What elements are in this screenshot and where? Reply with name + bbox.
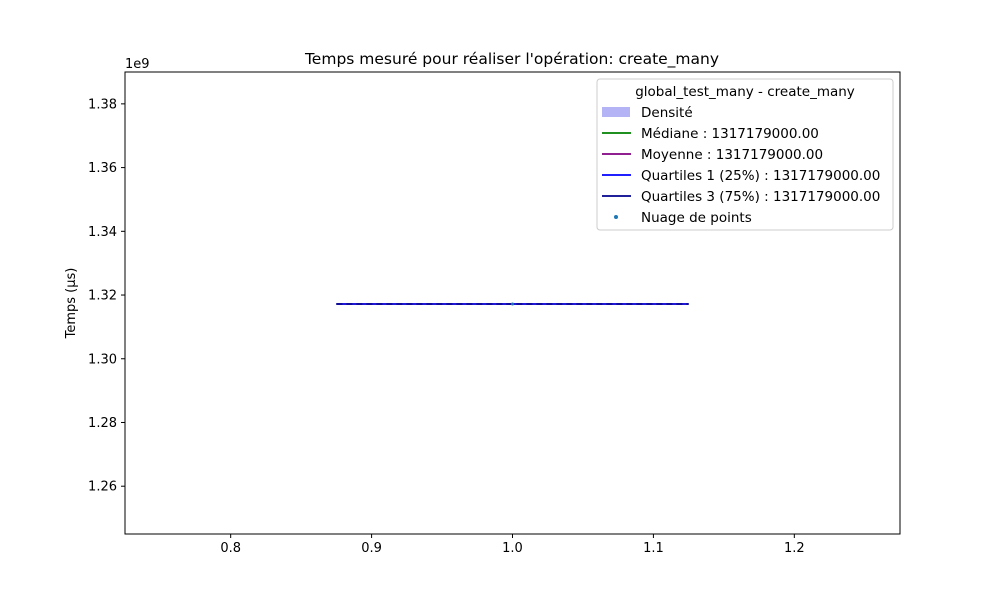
legend-swatch-marker — [614, 215, 618, 219]
y-tick-label: 1.38 — [88, 97, 117, 112]
y-tick-label: 1.32 — [88, 289, 117, 304]
y-tick-label: 1.26 — [88, 480, 117, 495]
y-tick-label: 1.34 — [88, 225, 117, 240]
legend-label: Quartiles 1 (25%) : 1317179000.00 — [641, 168, 880, 184]
x-tick-label: 1.1 — [643, 541, 664, 556]
legend-label: Médiane : 1317179000.00 — [641, 126, 819, 142]
legend-label: Moyenne : 1317179000.00 — [641, 147, 823, 163]
legend-swatch-patch — [602, 107, 630, 117]
legend-entry: Quartiles 3 (75%) : 1317179000.00 — [602, 189, 880, 205]
x-axis-ticks: 0.8 0.9 1.0 1.1 1.2 — [220, 534, 805, 556]
chart-title: Temps mesuré pour réaliser l'opération: … — [304, 50, 719, 69]
scatter-point — [511, 302, 514, 306]
legend-entry: Quartiles 1 (25%) : 1317179000.00 — [602, 168, 880, 184]
legend: global_test_many - create_many Densité Mé… — [596, 78, 894, 231]
legend-entry: Densité — [602, 105, 693, 121]
legend-entry: Nuage de points — [614, 210, 752, 226]
x-tick-label: 1.0 — [502, 541, 523, 556]
legend-entry: Moyenne : 1317179000.00 — [602, 147, 823, 163]
legend-label: Nuage de points — [641, 210, 752, 226]
y-axis-offset-label: 1e9 — [125, 57, 150, 72]
plot-frame — [124, 71, 901, 535]
x-tick-label: 0.8 — [220, 541, 241, 556]
y-axis-ticks: 1.26 1.28 1.30 1.32 1.34 1.36 1.38 — [88, 97, 125, 495]
legend-label: Densité — [641, 105, 693, 121]
plot-marks — [336, 302, 689, 306]
y-axis-label: Temps (µs) — [64, 268, 79, 340]
y-tick-label: 1.30 — [88, 352, 117, 367]
legend-title: global_test_many - create_many — [635, 84, 855, 100]
legend-label: Quartiles 3 (75%) : 1317179000.00 — [641, 189, 880, 205]
legend-entry: Médiane : 1317179000.00 — [602, 126, 819, 142]
x-tick-label: 1.2 — [784, 541, 805, 556]
legend-entries: Densité Médiane : 1317179000.00 Moyenne : … — [602, 105, 880, 226]
y-tick-label: 1.36 — [88, 161, 117, 176]
y-tick-label: 1.28 — [88, 416, 117, 431]
x-tick-label: 0.9 — [361, 541, 382, 556]
legend-box — [596, 78, 894, 231]
